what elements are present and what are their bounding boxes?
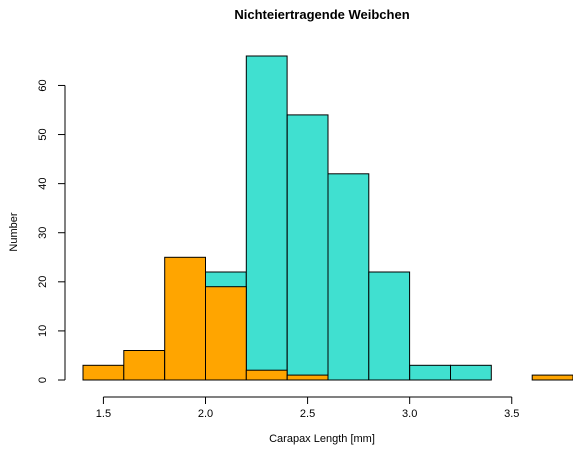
bar-series-1-bin-3 bbox=[286, 114, 329, 381]
x-tick-label: 2.5 bbox=[300, 408, 315, 420]
bar-series-2-bin-6 bbox=[286, 374, 329, 381]
x-tick-label: 1.5 bbox=[96, 408, 111, 420]
x-axis: 1.5 2.0 2.5 3.0 3.5 bbox=[96, 396, 519, 420]
bars-group bbox=[82, 55, 573, 381]
x-tick-label: 3.0 bbox=[402, 408, 417, 420]
bar-series-2-bin-5 bbox=[245, 369, 288, 381]
x-tick-label: 3.5 bbox=[504, 408, 519, 420]
bar-series-1-bin-2 bbox=[245, 55, 288, 381]
bar-series-2-bin-1 bbox=[82, 364, 125, 381]
y-axis-label: Number bbox=[8, 212, 20, 251]
bar-series-1-bin-5 bbox=[368, 271, 411, 381]
x-tick-label: 2.0 bbox=[198, 408, 213, 420]
y-tick-label: 0 bbox=[37, 377, 49, 383]
bar-series-2-bin-7 bbox=[531, 374, 573, 381]
y-tick-label: 30 bbox=[37, 227, 49, 239]
chart-title: Nichteiertragende Weibchen bbox=[234, 7, 409, 22]
y-tick-label: 10 bbox=[37, 325, 49, 337]
y-tick-label: 20 bbox=[37, 276, 49, 288]
y-tick-label: 40 bbox=[37, 177, 49, 189]
y-tick-label: 50 bbox=[37, 128, 49, 140]
bar-series-1-bin-6 bbox=[409, 364, 452, 381]
bar-series-1-bin-4 bbox=[327, 173, 370, 381]
bar-series-2-bin-3 bbox=[164, 256, 206, 381]
bar-series-2-bin-2 bbox=[123, 350, 166, 381]
bar-series-2-bin-4 bbox=[205, 286, 247, 381]
bar-series-1-bin-7 bbox=[450, 364, 492, 381]
x-axis-label: Carapax Length [mm] bbox=[269, 433, 375, 445]
y-tick-label: 60 bbox=[37, 79, 49, 91]
y-axis: 0 10 20 30 40 50 60 bbox=[37, 79, 66, 383]
